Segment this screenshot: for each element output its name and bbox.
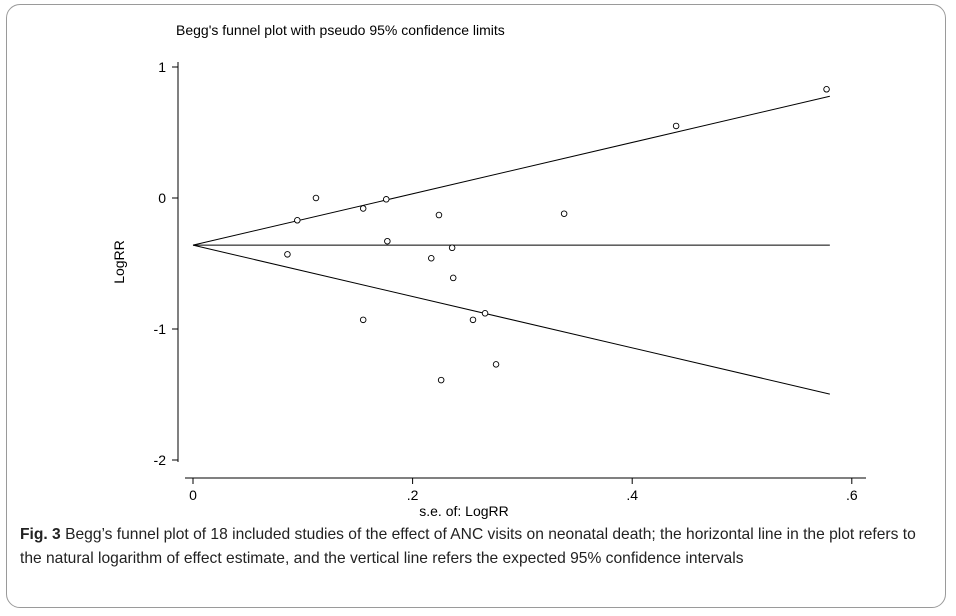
study-point — [284, 251, 291, 258]
chart-title: Begg's funnel plot with pseudo 95% confi… — [176, 22, 505, 38]
study-point — [428, 255, 435, 262]
x-tick-label: .4 — [626, 487, 638, 503]
study-point — [359, 316, 367, 324]
figure-caption: Fig. 3 Begg’s funnel plot of 18 included… — [20, 523, 925, 571]
y-tick-label: 1 — [158, 59, 166, 75]
study-point — [359, 205, 367, 212]
y-tick-label: -2 — [154, 452, 167, 468]
study-point — [384, 237, 391, 245]
axis-labels: 1 0 -1 -2 0 .2 .4 .6 s.e. of: LogRR LogRR — [111, 59, 858, 519]
study-point — [672, 122, 680, 130]
study-point — [437, 376, 445, 384]
upper-confidence-limit — [192, 95, 830, 246]
figure-label: Fig. 3 — [20, 526, 61, 543]
study-point — [492, 361, 500, 368]
y-tick-label: 0 — [158, 190, 166, 206]
lower-confidence-limit — [192, 244, 830, 395]
y-axis-title: LogRR — [111, 240, 127, 284]
study-point — [469, 316, 477, 324]
study-point — [294, 217, 301, 224]
x-tick-label: .6 — [846, 487, 858, 503]
plot-axes — [172, 62, 866, 484]
y-tick-label: -1 — [154, 321, 167, 337]
x-tick-label: .2 — [407, 487, 419, 503]
study-point — [481, 310, 489, 317]
figure-frame — [6, 4, 946, 608]
study-point — [435, 211, 443, 219]
study-points — [284, 86, 830, 384]
study-point — [448, 244, 456, 252]
study-point — [823, 86, 830, 93]
study-point — [560, 210, 568, 217]
study-point — [382, 196, 390, 203]
funnel-lines — [192, 95, 830, 395]
study-point — [312, 194, 320, 202]
study-point — [449, 274, 457, 282]
caption-text: Begg’s funnel plot of 18 included studie… — [20, 526, 916, 567]
x-tick-label: 0 — [189, 487, 197, 503]
x-axis-title: s.e. of: LogRR — [419, 503, 509, 519]
